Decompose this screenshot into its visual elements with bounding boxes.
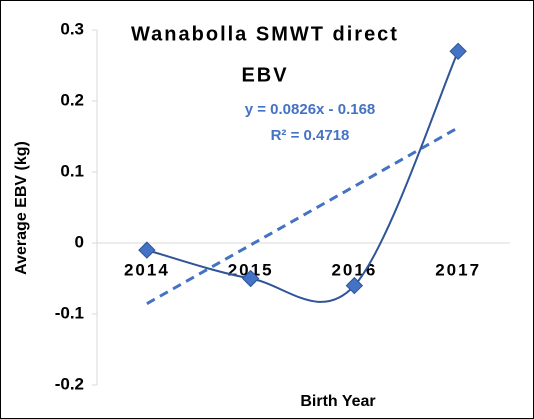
y-tick-label: 0 bbox=[75, 232, 84, 251]
marker bbox=[449, 42, 467, 61]
marker bbox=[138, 241, 156, 259]
x-tick-label: 2016 bbox=[331, 260, 377, 279]
x-tick-label: 2015 bbox=[228, 260, 274, 279]
y-tick-label: 0.2 bbox=[60, 90, 84, 109]
marker bbox=[345, 276, 364, 295]
y-tick-label: -0.2 bbox=[55, 374, 84, 393]
trendline-r2: R² = 0.4718 bbox=[271, 127, 350, 144]
y-tick-label: 0.3 bbox=[60, 19, 84, 38]
trendline-equation: y = 0.0826x - 0.168 bbox=[245, 101, 376, 118]
x-tick-label: 2017 bbox=[435, 260, 481, 279]
y-tick-label: 0.1 bbox=[60, 161, 84, 180]
x-tick-label: 2014 bbox=[124, 260, 170, 279]
y-axis-title: Average EBV (kg) bbox=[13, 141, 30, 275]
series-line bbox=[146, 50, 460, 303]
y-tick-label: -0.1 bbox=[55, 303, 84, 322]
chart-title: Wanabolla SMWT direct bbox=[131, 23, 399, 45]
chart-title: EBV bbox=[241, 64, 288, 86]
marker bbox=[241, 269, 260, 288]
x-axis-title: Birth Year bbox=[300, 393, 375, 410]
